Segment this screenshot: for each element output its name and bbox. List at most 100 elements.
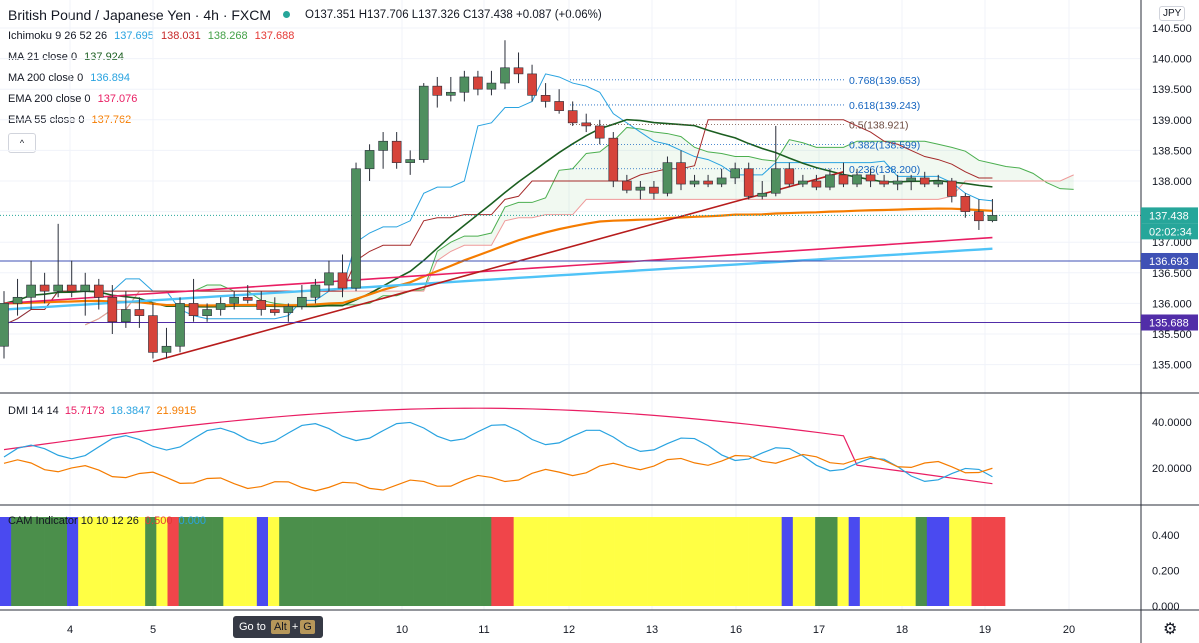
price-tick-label: 139.000 (1152, 115, 1192, 127)
candle-body (716, 177, 727, 185)
cam-bar (55, 517, 68, 606)
cam-bar (167, 517, 179, 606)
cam-bar (245, 517, 258, 606)
price-tick-label: 140.500 (1152, 23, 1192, 35)
candle-body (974, 211, 984, 222)
collapse-legend-button[interactable]: ^ (8, 133, 36, 153)
cam-bar (681, 517, 693, 606)
cam-bar (960, 517, 972, 606)
cam-bar (0, 517, 12, 606)
candle-body (919, 177, 930, 185)
cam-bar (457, 517, 470, 606)
price-tick-label: 136.500 (1152, 268, 1192, 280)
candles (0, 40, 998, 359)
candle-body (906, 177, 916, 182)
ichimoku-cloud (85, 126, 1074, 326)
fib-level-label: 0.618(139.243) (849, 100, 920, 112)
last-price-tag: 137.438 (1149, 210, 1189, 222)
cam-bar (770, 517, 782, 606)
goto-plus: + (291, 621, 299, 633)
cam-bar (279, 517, 291, 606)
price-tick-label: 137.500 (1152, 207, 1192, 219)
cam-bar (759, 517, 771, 606)
candle-body (594, 125, 605, 139)
cam-bar (78, 517, 90, 606)
candle-body (622, 180, 632, 191)
cam-bar (335, 517, 347, 606)
candle-body (26, 284, 36, 298)
candle-body (473, 76, 483, 90)
cam-bar (524, 517, 537, 606)
candle-body (540, 95, 551, 102)
cam-bar (614, 517, 626, 606)
cam-legend[interactable]: CAM Indicator 10 10 12 26 0.500 0.000 (8, 515, 209, 527)
cam-bar (591, 517, 604, 606)
candle-body (662, 162, 673, 194)
candle-body (635, 186, 646, 191)
currency-badge[interactable]: JPY (1159, 6, 1186, 21)
candle-body (93, 284, 104, 298)
candle-body (188, 303, 199, 316)
fib-level-label: 0.5(138.921) (849, 120, 909, 132)
date-tick-label: 17 (813, 624, 825, 636)
legend-ichimoku-label: Ichimoku 9 26 52 26 (8, 30, 108, 42)
legend-ma21[interactable]: MA 21 close 0 137.924 (8, 51, 128, 63)
cam-bar (201, 517, 213, 606)
legend-ichimoku-v1: 137.695 (114, 30, 154, 42)
cam-bar (569, 517, 581, 606)
candle-body (0, 303, 9, 347)
cam-bar (446, 517, 459, 606)
cam-pane (0, 517, 1006, 606)
cam-bar (636, 517, 648, 606)
candle-body (865, 174, 876, 182)
cam-bar (312, 517, 325, 606)
candle-body (80, 284, 91, 292)
candle-body (811, 180, 822, 188)
fib-level-label: 0.382(138.599) (849, 139, 920, 151)
dmi-plus-line (3, 407, 993, 485)
candle-body (215, 303, 226, 310)
adx-line (3, 453, 993, 492)
level-high-tag: 136.693 (1149, 256, 1189, 268)
dmi-minus-line (3, 421, 993, 483)
date-tick-label: 20 (1063, 624, 1075, 636)
candle-body (554, 101, 564, 111)
price-tick-label: 137.000 (1152, 237, 1192, 249)
dmi-legend[interactable]: DMI 14 14 15.7173 18.3847 21.9915 (8, 405, 199, 417)
cam-bar (982, 517, 995, 606)
cam-bar (513, 517, 526, 606)
goto-key-alt: Alt (270, 620, 290, 634)
candle-body (297, 296, 307, 307)
cam-bar (413, 517, 425, 606)
legend-ma200[interactable]: MA 200 close 0 136.894 (8, 72, 134, 84)
cam-bar (223, 517, 235, 606)
cam-bar (145, 517, 157, 606)
gear-icon[interactable]: ⚙ (1163, 621, 1178, 638)
legend-ichimoku[interactable]: Ichimoku 9 26 52 26 137.695 138.031 138.… (8, 30, 298, 42)
date-tick-label: 19 (979, 624, 991, 636)
cam-bar (368, 517, 380, 606)
legend-ema55[interactable]: EMA 55 close 0 137.762 (8, 114, 135, 126)
cam-bar (658, 517, 671, 606)
candle-body (798, 180, 808, 185)
fib-level-label: 0.768(139.653) (849, 75, 920, 87)
symbol-title[interactable]: British Pound / Japanese Yen · 4h · FXCM (8, 7, 272, 23)
cloud-fill (85, 127, 1074, 325)
legend-ema200[interactable]: EMA 200 close 0 137.076 (8, 93, 141, 105)
goto-button[interactable]: Go to Alt + G (233, 616, 323, 638)
candle-body (121, 309, 131, 323)
candle-body (987, 215, 998, 222)
cam-bar (379, 517, 392, 606)
cam-bar (290, 517, 302, 606)
cam-bar (33, 517, 45, 606)
candle-body (784, 168, 795, 185)
cam-bar (926, 517, 939, 606)
price-tick-label: 140.000 (1152, 54, 1192, 66)
last-price-tag-bg (1141, 207, 1198, 224)
cam-bar (435, 517, 447, 606)
legend-ema200-value: 137.076 (97, 93, 138, 105)
cam-bar (89, 517, 101, 606)
candle-body (337, 272, 348, 289)
candle-body (229, 296, 239, 304)
